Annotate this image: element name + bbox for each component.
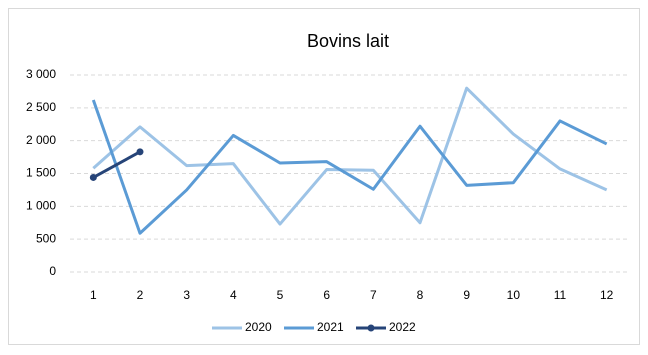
y-tick-label: 500 xyxy=(36,231,56,245)
legend-label: 2021 xyxy=(317,320,344,334)
y-tick-label: 2 500 xyxy=(26,100,56,114)
x-tick-label: 5 xyxy=(277,288,284,302)
x-tick-label: 10 xyxy=(507,288,521,302)
y-tick-label: 2 000 xyxy=(26,133,56,147)
x-tick-label: 4 xyxy=(230,288,237,302)
point-marker xyxy=(136,148,144,156)
y-tick-label: 0 xyxy=(49,264,56,278)
y-tick-label: 1 500 xyxy=(26,166,56,180)
x-tick-label: 9 xyxy=(463,288,470,302)
y-tick-label: 3 000 xyxy=(26,67,56,81)
series-line xyxy=(91,99,608,235)
x-tick-label: 8 xyxy=(417,288,424,302)
x-tick-label: 12 xyxy=(600,288,614,302)
x-tick-label: 7 xyxy=(370,288,377,302)
x-tick-label: 1 xyxy=(90,288,97,302)
series-line xyxy=(92,86,608,226)
x-tick-label: 2 xyxy=(137,288,144,302)
x-tick-label: 3 xyxy=(183,288,190,302)
y-tick-label: 1 000 xyxy=(26,199,56,213)
point-marker xyxy=(89,173,97,181)
legend-marker xyxy=(367,324,375,332)
x-tick-label: 6 xyxy=(323,288,330,302)
legend-label: 2020 xyxy=(245,320,272,334)
x-tick-label: 11 xyxy=(554,288,567,302)
series-line xyxy=(92,150,141,179)
legend-label: 2022 xyxy=(389,320,416,334)
chart-title: Bovins lait xyxy=(307,31,389,51)
chart-frame xyxy=(8,8,640,345)
